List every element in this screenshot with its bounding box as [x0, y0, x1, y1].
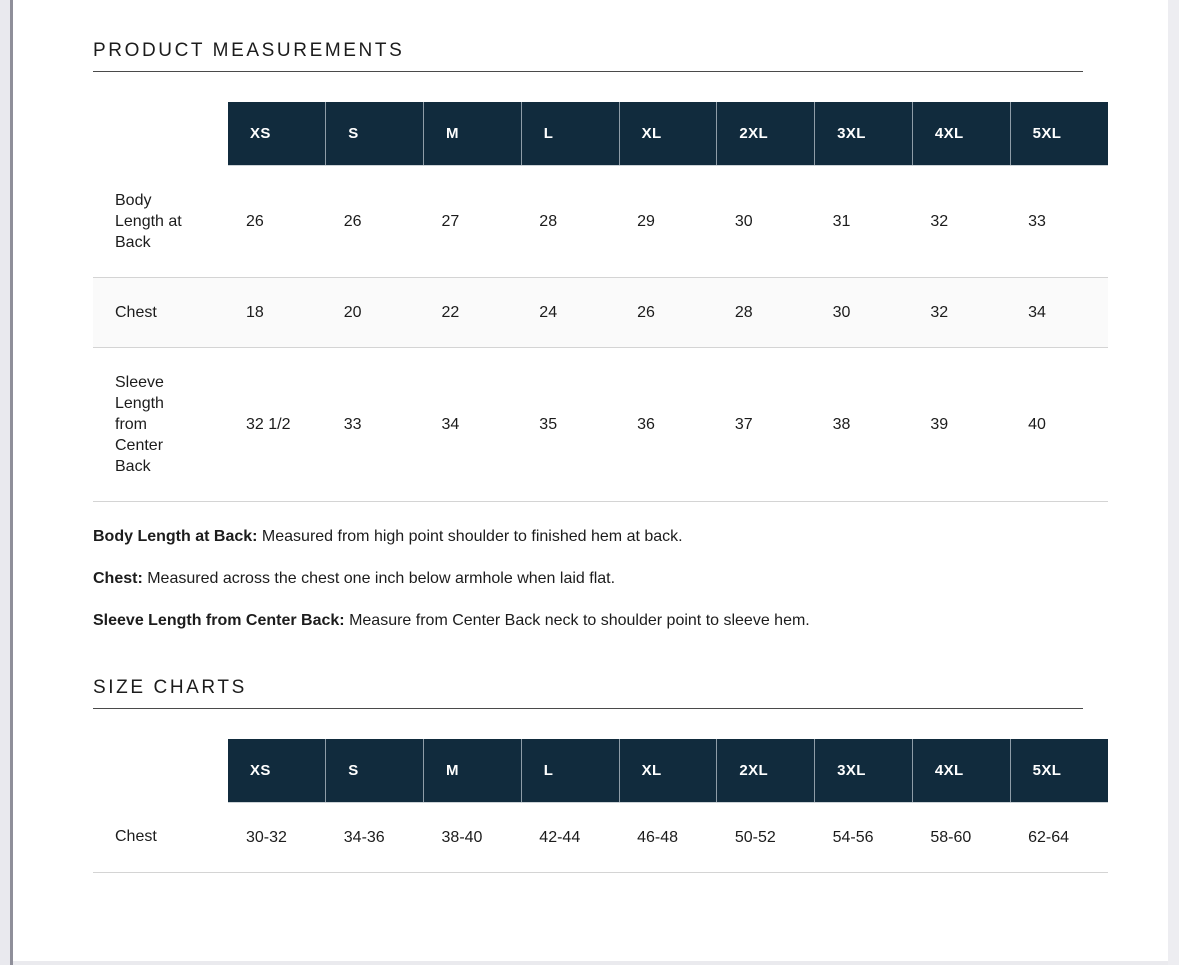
- measurement-value: 28: [716, 277, 815, 348]
- definition-term: Sleeve Length from Center Back:: [93, 611, 345, 629]
- size-header-row: XS S M L XL 2XL 3XL 4XL 5XL: [93, 102, 1108, 166]
- measurement-value: 27: [423, 165, 522, 278]
- measurement-value: 50-52: [716, 802, 815, 873]
- size-column-header: XL: [618, 738, 717, 803]
- measurement-value: 34: [1010, 277, 1108, 348]
- scrollbar-track[interactable]: [1168, 0, 1179, 965]
- measurement-value: 26: [228, 165, 326, 278]
- size-column-header: S: [325, 102, 424, 166]
- table-row: Chest 18 20 22 24 26 28 30 32 34: [93, 277, 1108, 348]
- window-border-left: [10, 0, 13, 965]
- size-column-header: 3XL: [814, 738, 913, 803]
- size-column-header: XL: [618, 102, 717, 166]
- measurement-value: 18: [228, 277, 326, 348]
- measurement-value: 37: [716, 347, 815, 502]
- row-label: Sleeve Length from Center Back: [93, 347, 228, 502]
- measurement-value: 42-44: [521, 802, 620, 873]
- size-column-header: 3XL: [814, 102, 913, 166]
- page-content: PRODUCT MEASUREMENTS XS S M L XL 2XL 3XL 4XL 5XL…: [16, 0, 1168, 961]
- size-column-header: M: [423, 102, 522, 166]
- size-column-header: XS: [228, 102, 326, 166]
- measurement-value: 22: [423, 277, 522, 348]
- measurement-value: 20: [325, 277, 424, 348]
- measurement-value: 32: [912, 277, 1011, 348]
- measurements-table: XS S M L XL 2XL 3XL 4XL 5XL Chest 30-32 34-36 38-40 4…: [93, 738, 1108, 873]
- row-label: Chest: [93, 802, 228, 873]
- header-spacer-cell: [93, 102, 228, 166]
- measurement-definition: Sleeve Length from Center Back: Measure …: [93, 611, 810, 629]
- size-column-header: L: [520, 102, 620, 166]
- size-column-header: S: [325, 738, 424, 803]
- size-column-header: 2XL: [716, 738, 815, 803]
- measurement-value: 26: [619, 277, 717, 348]
- size-charts-title: SIZE CHARTS: [93, 677, 1083, 709]
- measurement-value: 32: [912, 165, 1011, 278]
- measurement-value: 34-36: [325, 802, 424, 873]
- measurement-definition: Body Length at Back: Measured from high …: [93, 527, 683, 545]
- measurement-definition: Chest: Measured across the chest one inc…: [93, 569, 616, 587]
- measurement-value: 38-40: [423, 802, 522, 873]
- size-charts-table: XS S M L XL 2XL 3XL 4XL 5XL Chest 30-32 34-36 38-40 4…: [93, 738, 1168, 873]
- measurements-table: XS S M L XL 2XL 3XL 4XL 5XL Body Length at Back 26…: [93, 102, 1108, 502]
- measurement-value: 38: [814, 347, 913, 502]
- size-charts-section: SIZE CHARTS XS S M L XL 2XL 3XL 4XL 5XL Chest 30-3…: [93, 677, 1168, 873]
- measurement-value: 30: [814, 277, 913, 348]
- size-column-header: 2XL: [716, 102, 815, 166]
- header-spacer-cell: [93, 739, 228, 803]
- size-column-header: 5XL: [1009, 102, 1108, 166]
- product-measurements-table: XS S M L XL 2XL 3XL 4XL 5XL Body Length at Back 26…: [93, 102, 1168, 502]
- table-row: Body Length at Back 26 26 27 28 29 30 31 32 33: [93, 165, 1108, 278]
- measurement-value: 46-48: [619, 802, 717, 873]
- measurement-value: 54-56: [814, 802, 913, 873]
- definition-term: Chest:: [93, 569, 143, 587]
- measurement-value: 24: [521, 277, 620, 348]
- size-column-header: 4XL: [911, 102, 1011, 166]
- measurement-value: 29: [619, 165, 717, 278]
- size-column-header: XS: [228, 738, 326, 803]
- table-row: Chest 30-32 34-36 38-40 42-44 46-48 50-52 54-56…: [93, 802, 1108, 873]
- measurement-value: 40: [1010, 347, 1108, 502]
- measurement-value: 33: [325, 347, 424, 502]
- size-column-header: 5XL: [1009, 738, 1108, 803]
- measurement-value: 31: [814, 165, 913, 278]
- size-column-header: M: [423, 738, 522, 803]
- window-edge-bottom: [13, 961, 1168, 965]
- measurement-value: 26: [325, 165, 424, 278]
- row-label: Chest: [93, 277, 228, 348]
- measurement-value: 34: [423, 347, 522, 502]
- size-column-header: L: [520, 738, 620, 803]
- measurement-value: 62-64: [1010, 802, 1108, 873]
- definition-term: Body Length at Back:: [93, 527, 258, 545]
- measurement-value: 28: [521, 165, 620, 278]
- table-row: Sleeve Length from Center Back 32 1/2 33 34…: [93, 347, 1108, 502]
- measurement-value: 32 1/2: [228, 347, 326, 502]
- measurement-value: 30-32: [228, 802, 326, 873]
- measurement-value: 30: [716, 165, 815, 278]
- size-header-row: XS S M L XL 2XL 3XL 4XL 5XL: [93, 738, 1108, 803]
- measurement-value: 35: [521, 347, 620, 502]
- row-label: Body Length at Back: [93, 165, 228, 278]
- measurement-definitions: Body Length at Back: Measured from high …: [93, 524, 1168, 633]
- size-column-header: 4XL: [911, 738, 1011, 803]
- window-edge-left: [0, 0, 10, 965]
- measurement-value: 39: [912, 347, 1011, 502]
- measurement-value: 33: [1010, 165, 1108, 278]
- product-measurements-section: PRODUCT MEASUREMENTS XS S M L XL 2XL 3XL 4XL 5XL…: [93, 40, 1168, 633]
- measurement-value: 58-60: [912, 802, 1011, 873]
- product-measurements-title: PRODUCT MEASUREMENTS: [93, 40, 1083, 72]
- measurement-value: 36: [619, 347, 717, 502]
